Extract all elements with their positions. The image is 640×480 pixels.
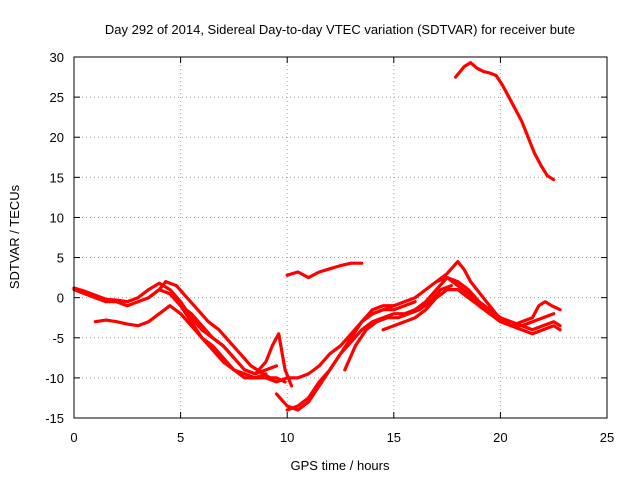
series-track-10 [343,284,453,372]
y-tick-label: 15 [50,170,64,185]
y-tick-label: 30 [50,50,64,65]
plot-frame [73,56,608,419]
y-tick-label: 10 [50,210,64,225]
y-tick-label: 20 [50,130,64,145]
y-tick-label: -15 [45,411,64,426]
x-tick-label: 15 [387,430,401,445]
series-track-6 [243,332,294,388]
axis-ticks: 0 5 10 15 20 25 -15 -10 -5 0 5 10 15 20 25 30 [45,50,614,445]
grid-lines [74,57,607,418]
series-track-3 [93,304,268,380]
series-track-9 [285,300,417,380]
x-axis-label: GPS time / hours [291,458,390,473]
x-tick-label: 5 [177,430,184,445]
chart-title: Day 292 of 2014, Sidereal Day-to-day VTE… [105,22,575,37]
y-tick-label: 0 [57,291,64,306]
series-track-14 [434,260,562,328]
series-track-5 [168,292,279,376]
x-tick-label: 25 [600,430,614,445]
y-tick-label: 25 [50,90,64,105]
series-track-13 [413,276,562,336]
series-lines [72,60,562,412]
y-axis-label: SDTVAR / TECUs [7,184,22,289]
y-tick-label: -10 [45,371,64,386]
y-tick-label: 5 [57,251,64,266]
series-track-4 [147,280,287,384]
x-tick-label: 0 [70,430,77,445]
x-tick-label: 20 [493,430,507,445]
series-track-12 [381,288,562,332]
x-tick-label: 10 [280,430,294,445]
series-track-16 [454,60,556,182]
y-tick-label: -5 [52,331,64,346]
series-track-15 [285,261,364,280]
